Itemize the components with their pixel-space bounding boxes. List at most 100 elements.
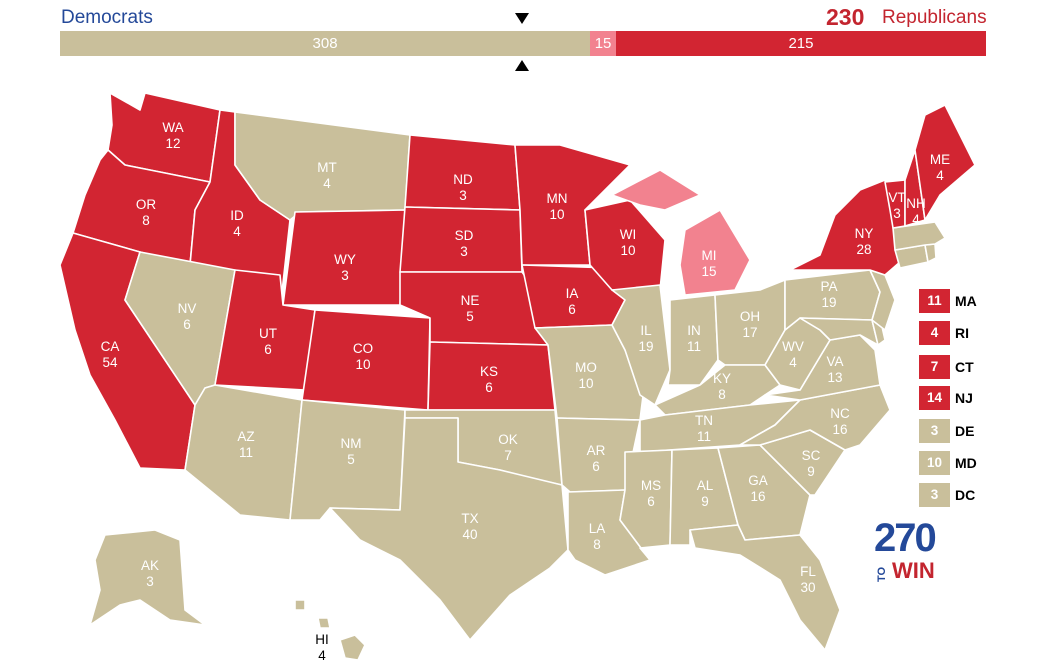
state-ev-OK: 7 [504, 448, 512, 463]
state-label-ND: ND [453, 172, 473, 187]
state-label-OK: OK [498, 432, 518, 447]
state-VT[interactable] [884, 179, 906, 229]
state-ev-SD: 3 [460, 244, 468, 259]
state-ev-AR: 6 [592, 459, 600, 474]
270towin-logo[interactable]: 270 TO WIN [874, 518, 944, 584]
state-ev-WY: 3 [341, 268, 349, 283]
state-NC[interactable] [739, 384, 891, 451]
state-ev-MN: 10 [549, 207, 564, 222]
state-ev-NY: 28 [856, 242, 871, 257]
state-AK[interactable] [89, 529, 206, 626]
state-ev-TX: 40 [462, 527, 477, 542]
state-label-KY: KY [713, 371, 731, 386]
state-label-AK: AK [141, 558, 159, 573]
bar-segment-tossup[interactable]: 308 [60, 31, 591, 56]
state-MI[interactable] [679, 209, 751, 296]
state-label-NC: NC [830, 406, 850, 421]
logo-to: TO [876, 566, 888, 582]
small-state-row-CT[interactable]: 7 CT [919, 355, 999, 379]
small-state-abbr: CT [955, 359, 974, 375]
logo-number: 270 [874, 516, 937, 560]
state-ev-HI: 4 [318, 648, 326, 663]
state-ev-UT: 6 [264, 342, 272, 357]
state-ev-WV: 4 [789, 355, 797, 370]
state-ev-NV: 6 [183, 317, 191, 332]
state-ev-WI: 10 [620, 243, 635, 258]
state-label-PA: PA [820, 279, 837, 294]
state-ev-ID: 4 [233, 224, 241, 239]
state-ev-IA: 6 [568, 302, 576, 317]
state-IL[interactable] [611, 284, 671, 406]
state-label-AZ: AZ [237, 429, 254, 444]
small-state-ev-box[interactable]: 3 [919, 419, 950, 443]
state-ev-PA: 19 [821, 295, 836, 310]
state-ev-IN: 11 [687, 339, 701, 354]
state-label-VA: VA [826, 354, 843, 369]
state-ev-IL: 19 [638, 339, 653, 354]
state-label-NY: NY [855, 226, 874, 241]
small-state-ev-box[interactable]: 4 [919, 321, 950, 345]
state-TX[interactable] [329, 417, 569, 641]
electoral-vote-bar: 308 15 215 [60, 31, 986, 56]
small-state-ev-box[interactable]: 3 [919, 483, 950, 507]
state-label-NV: NV [178, 301, 197, 316]
state-label-MS: MS [641, 478, 661, 493]
state-ev-NE: 5 [466, 309, 474, 324]
state-MI-upper[interactable] [611, 169, 701, 211]
state-ev-ND: 3 [459, 188, 467, 203]
state-ev-KS: 6 [485, 380, 493, 395]
state-label-MO: MO [575, 360, 597, 375]
state-ev-LA: 8 [593, 537, 601, 552]
state-label-VT: VT [888, 190, 905, 205]
state-label-IL: IL [640, 323, 652, 338]
state-FL[interactable] [689, 524, 841, 651]
small-state-row-MD[interactable]: 10 MD [919, 451, 999, 475]
state-MA[interactable] [892, 221, 946, 251]
state-label-OR: OR [136, 197, 157, 212]
small-state-row-DC[interactable]: 3 DC [919, 483, 999, 507]
small-state-ev-box[interactable]: 10 [919, 451, 950, 475]
state-label-WA: WA [162, 120, 183, 135]
small-state-ev-box[interactable]: 11 [919, 289, 950, 313]
state-NY[interactable] [789, 179, 901, 276]
bar-segment-safe-republican[interactable]: 215 [615, 31, 986, 56]
state-ev-ME: 4 [936, 168, 944, 183]
state-ev-MI: 15 [701, 264, 716, 279]
small-state-abbr: MD [955, 455, 977, 471]
270-marker-top-icon [515, 13, 529, 24]
small-state-abbr: NJ [955, 390, 973, 406]
state-ev-AZ: 11 [239, 445, 253, 460]
state-ev-CO: 10 [355, 357, 370, 372]
state-label-AL: AL [697, 478, 714, 493]
state-HI-islands[interactable] [294, 599, 331, 629]
small-state-row-MA[interactable]: 11 MA [919, 289, 999, 313]
state-ev-VT: 3 [893, 206, 901, 221]
state-label-WV: WV [782, 339, 804, 354]
state-label-TX: TX [461, 511, 478, 526]
state-ev-MT: 4 [323, 176, 331, 191]
state-ME[interactable] [914, 104, 976, 221]
state-label-FL: FL [800, 564, 816, 579]
state-label-LA: LA [589, 521, 606, 536]
state-ev-AL: 9 [701, 494, 709, 509]
bar-segment-lean-republican[interactable]: 15 [590, 31, 616, 56]
state-label-UT: UT [259, 326, 277, 341]
state-HI[interactable] [339, 634, 366, 661]
small-state-abbr: MA [955, 293, 977, 309]
state-label-NE: NE [461, 293, 480, 308]
small-state-ev-box[interactable]: 7 [919, 355, 950, 379]
small-state-row-NJ[interactable]: 14 NJ [919, 386, 999, 410]
state-ev-NC: 16 [832, 422, 847, 437]
small-state-ev-box[interactable]: 14 [919, 386, 950, 410]
state-ev-AK: 3 [146, 574, 154, 589]
small-state-row-RI[interactable]: 4 RI [919, 321, 999, 345]
state-ev-OR: 8 [142, 213, 150, 228]
state-ev-MO: 10 [578, 376, 593, 391]
state-label-KS: KS [480, 364, 498, 379]
small-state-abbr: DC [955, 487, 976, 503]
state-label-SD: SD [455, 228, 474, 243]
republicans-total: 230 [826, 4, 865, 30]
republicans-label: Republicans [882, 7, 987, 28]
small-state-row-DE[interactable]: 3 DE [919, 419, 999, 443]
small-state-abbr: DE [955, 423, 975, 439]
